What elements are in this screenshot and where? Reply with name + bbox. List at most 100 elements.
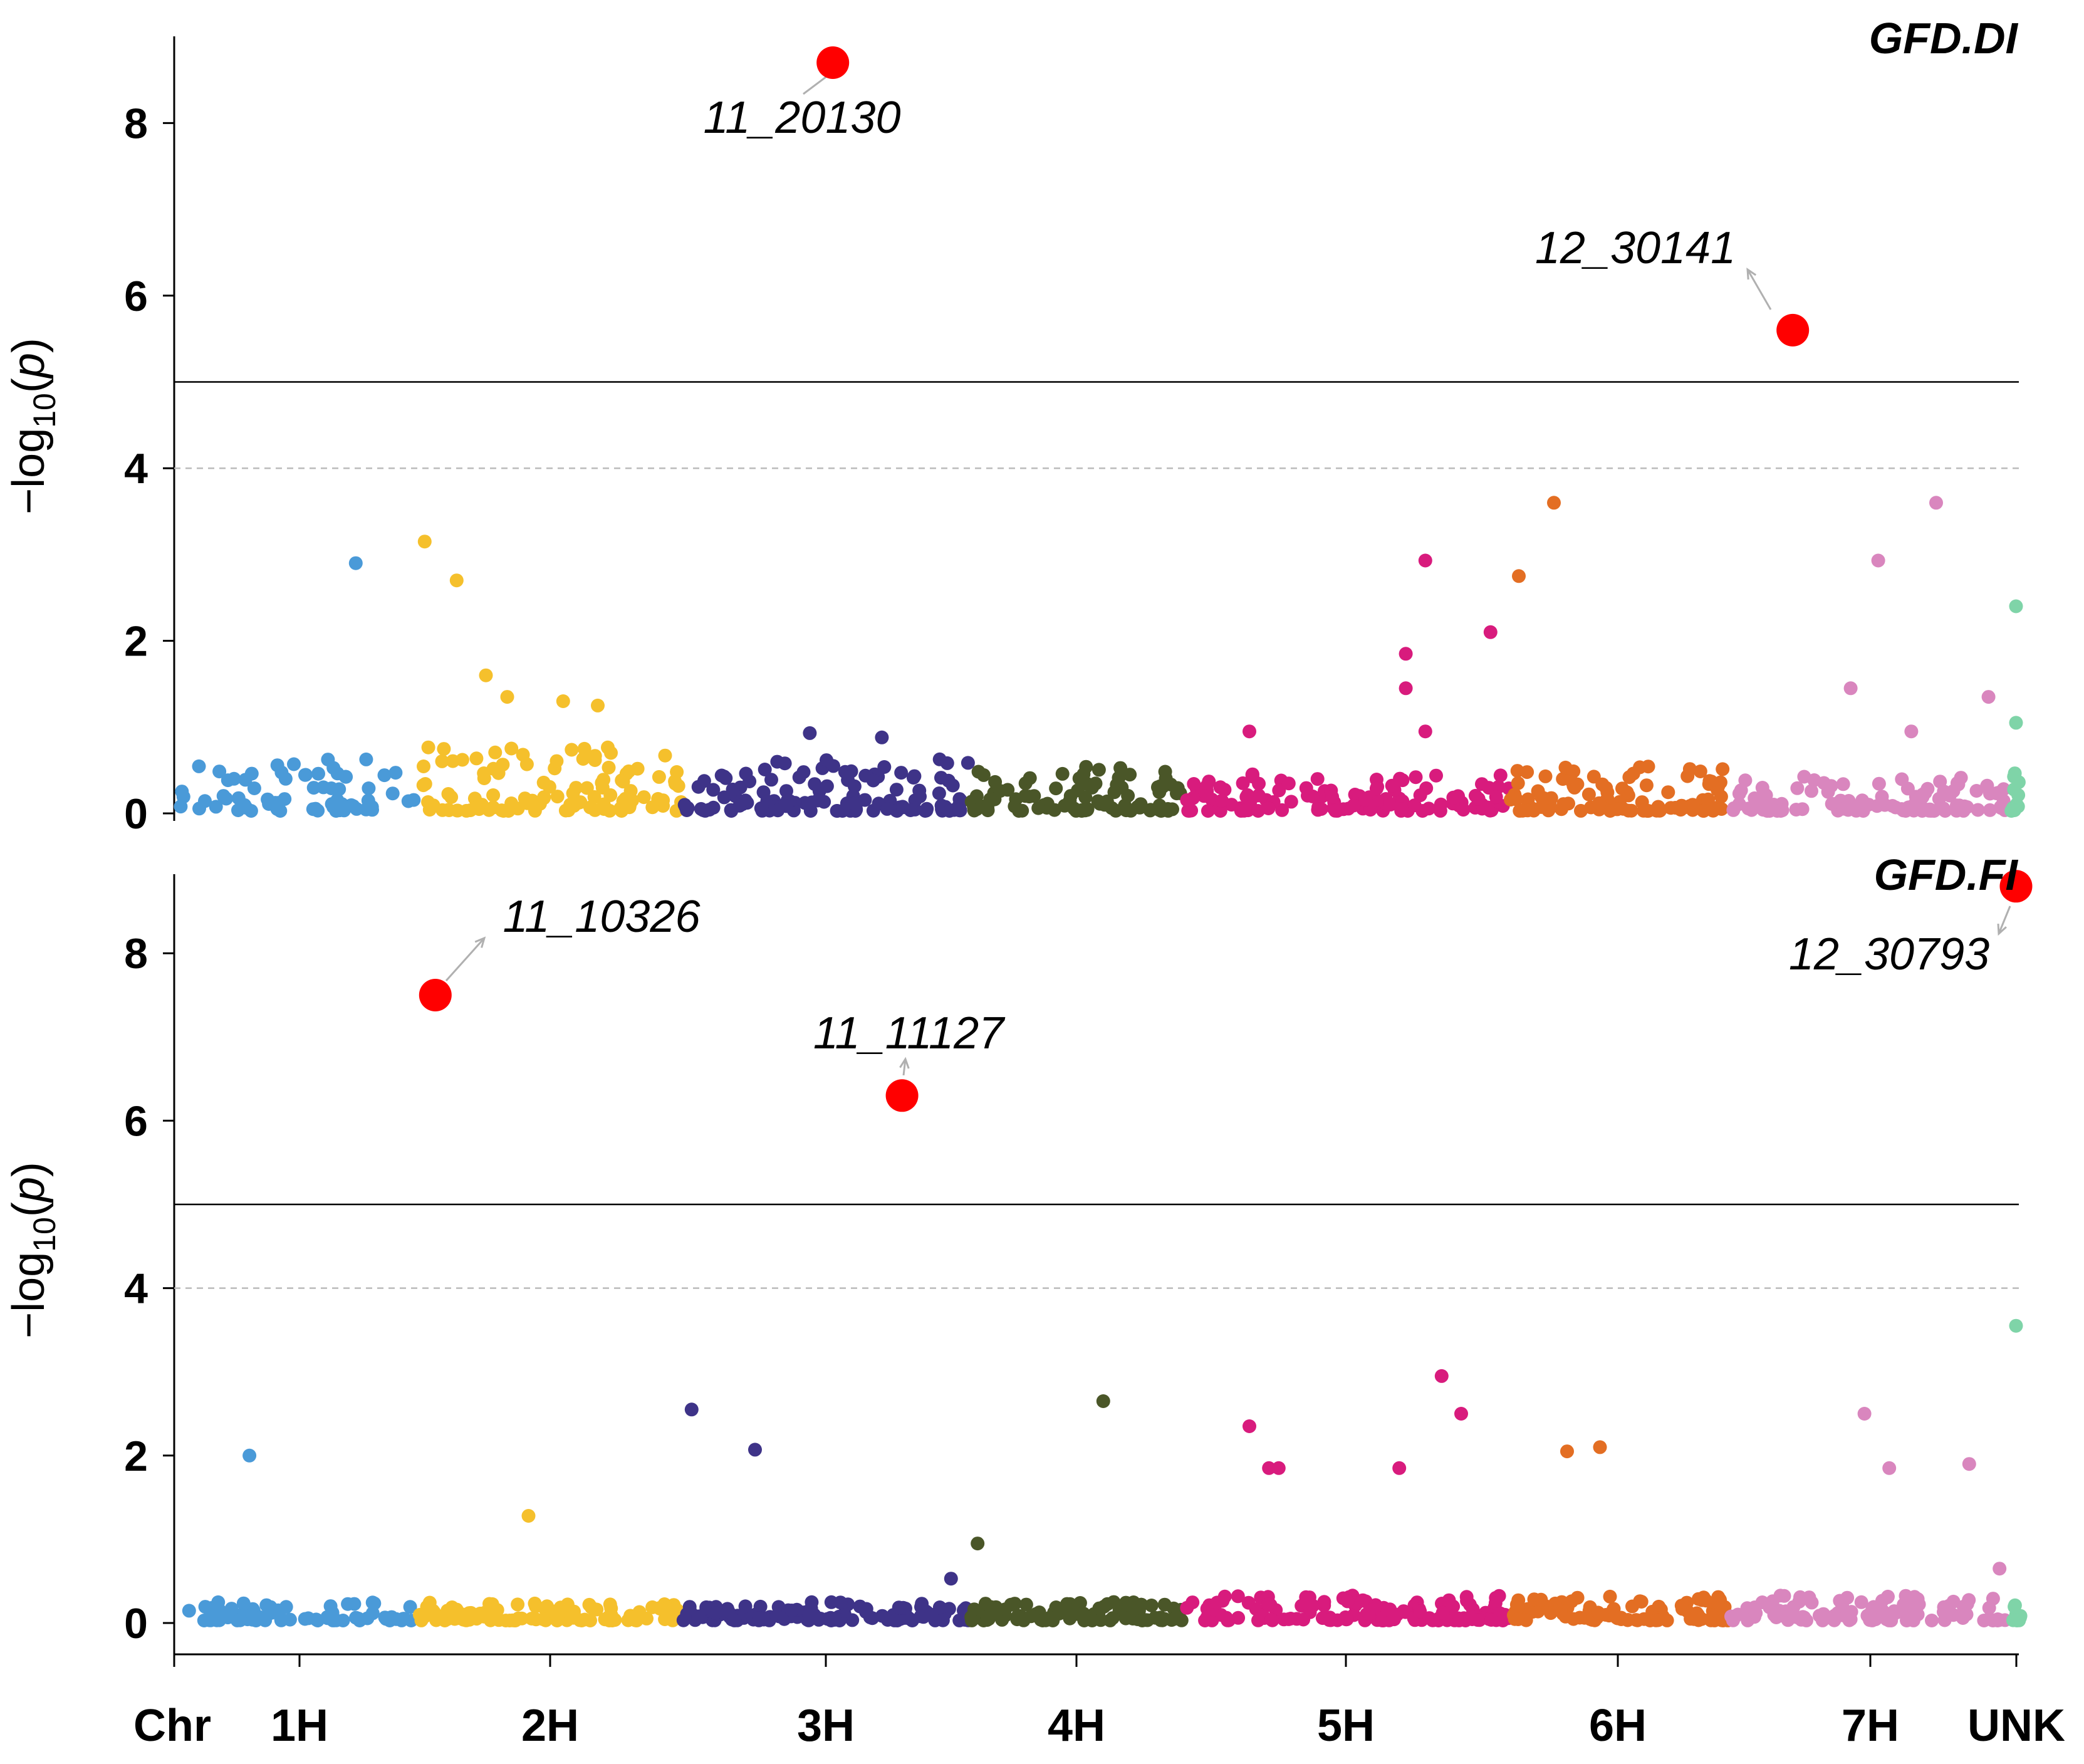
snp-point (1821, 785, 1835, 799)
snp-point (1322, 1613, 1336, 1627)
snp-point (565, 743, 579, 757)
snp-point (529, 1599, 543, 1614)
snp-point (407, 793, 421, 807)
snp-point (619, 766, 633, 781)
snp-point (174, 800, 188, 814)
snp-point (216, 789, 231, 803)
snp-point (1483, 625, 1498, 639)
snp-point (192, 801, 206, 816)
snp-point (1409, 770, 1423, 785)
snp-point (1695, 1593, 1709, 1607)
snp-point (1875, 790, 1889, 804)
snp-point (1513, 803, 1527, 818)
snp-point (2011, 788, 2026, 802)
snp-point (1560, 1444, 1574, 1459)
snp-point (726, 782, 740, 796)
snp-point (1702, 777, 1716, 791)
snp-marker-label: 11_10326 (503, 892, 701, 942)
snp-point (1418, 724, 1432, 739)
snp-point (1076, 1606, 1091, 1620)
snp-point (905, 1614, 919, 1627)
snp-point (1904, 724, 1919, 739)
snp-point (385, 786, 400, 801)
snp-point (1925, 1614, 1939, 1627)
snp-point (1317, 1595, 1331, 1609)
snp-point (212, 765, 227, 779)
snp-point (1243, 724, 1256, 739)
snp-point (969, 789, 984, 803)
snp-point (1805, 1595, 1819, 1610)
snp-point (803, 726, 817, 740)
snp-point (1906, 1613, 1920, 1627)
snp-point (1281, 1612, 1296, 1626)
snp-point (1262, 1461, 1276, 1475)
snp-point (576, 752, 590, 766)
snp-point (1865, 1613, 1879, 1627)
snp-point (417, 759, 430, 773)
snp-point (887, 1613, 902, 1627)
snp-point (1036, 1614, 1050, 1627)
snp-point (1825, 796, 1839, 811)
snp-point (421, 740, 435, 754)
snp-point (771, 803, 785, 818)
snp-point (942, 804, 957, 818)
snp-point (578, 1612, 592, 1627)
snp-point (913, 790, 927, 804)
x-axis: Chr 1H 2H 3H 4H 5H 6H 7H UNK (133, 1653, 2065, 1751)
snp-point (422, 803, 437, 817)
snp-point (1151, 780, 1165, 795)
snp-point (524, 1612, 539, 1626)
snp-point (561, 803, 576, 818)
snp-point (518, 791, 532, 806)
snp-point (1123, 768, 1137, 782)
snp-point (920, 801, 934, 816)
snp-point (1956, 1611, 1970, 1625)
snp-point (1511, 1612, 1525, 1626)
snp-point (1281, 776, 1296, 791)
snp-point (719, 771, 733, 785)
snp-point (671, 779, 685, 793)
snp-point (1591, 1605, 1605, 1620)
snp-point (971, 1537, 985, 1551)
snp-point (1027, 789, 1041, 803)
snp-point (1019, 1597, 1033, 1612)
snp-point (877, 760, 892, 774)
snp-point (1261, 801, 1276, 815)
snp-point (1299, 781, 1313, 795)
snp-point (1418, 553, 1432, 568)
snp-point (1215, 793, 1229, 808)
snp-point (198, 1600, 212, 1614)
snp-point (796, 765, 811, 780)
snp-point (1512, 569, 1526, 583)
snp-point (1012, 804, 1026, 818)
snp-point (608, 1613, 622, 1627)
snp-point (1261, 1597, 1275, 1611)
snp-point (447, 1612, 462, 1626)
snp-point (1835, 1599, 1850, 1613)
snp-point (268, 796, 283, 810)
snp-point (967, 803, 981, 818)
snp-point (377, 768, 392, 783)
snp-point (1805, 784, 1818, 798)
snp-point (1118, 1595, 1133, 1610)
snp-point (271, 1603, 285, 1617)
snp-point (1197, 789, 1211, 803)
snp-point (1023, 771, 1037, 785)
snp-point (754, 801, 768, 815)
snp-point (738, 1599, 753, 1614)
x-tick-label: 6H (1589, 1701, 1647, 1751)
snp-point (604, 746, 618, 760)
snp-point (430, 1609, 444, 1624)
snp-point (1063, 789, 1078, 803)
y-tick-label: 0 (124, 1600, 148, 1647)
snp-point (1489, 790, 1503, 804)
snp-point (1603, 804, 1617, 818)
snp-point (577, 741, 591, 756)
snp-point (1650, 801, 1664, 816)
snp-label-arrowhead (899, 1057, 910, 1069)
y-tick-label: 4 (124, 445, 148, 493)
snp-point (1413, 1604, 1427, 1619)
snp-point (1996, 782, 2011, 796)
snp-point (192, 759, 206, 773)
snp-point (1857, 1407, 1872, 1421)
